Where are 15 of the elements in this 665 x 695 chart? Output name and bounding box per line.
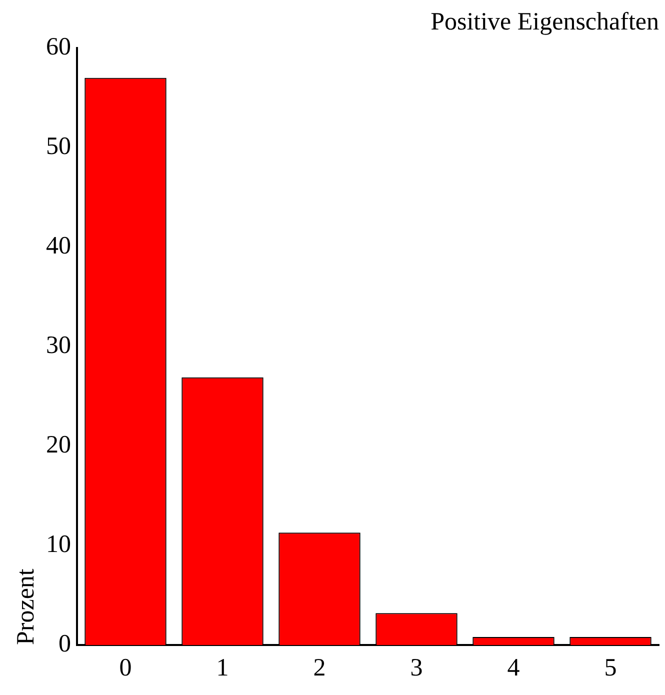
x-tick-label: 0 xyxy=(119,654,132,682)
y-tick-label: 10 xyxy=(46,531,71,558)
y-tick-label: 60 xyxy=(46,34,71,61)
x-tick-label: 3 xyxy=(410,654,423,682)
y-axis-title: Prozent xyxy=(12,568,40,645)
x-tick-label: 1 xyxy=(216,654,229,682)
y-tick-label: 30 xyxy=(46,332,71,360)
x-tick-label: 5 xyxy=(604,654,617,682)
y-tick-label: 50 xyxy=(46,133,71,160)
x-tick-label: 4 xyxy=(507,654,520,682)
y-tick-label: 40 xyxy=(46,232,71,260)
y-tick-label: 20 xyxy=(46,432,71,459)
y-tick-label: 0 xyxy=(58,630,71,658)
x-tick-label: 2 xyxy=(313,654,326,682)
chart-title: Positive Eigenschaften xyxy=(430,8,660,36)
